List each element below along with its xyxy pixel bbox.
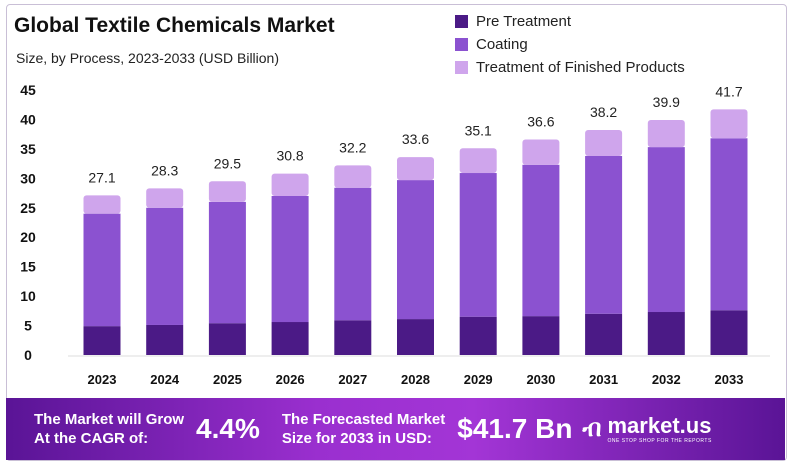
bar-segment-pre-treatment	[459, 316, 497, 355]
bar-segment-pre-treatment	[647, 312, 685, 355]
bar-segment-treatment-of-finished-products	[459, 148, 497, 174]
bar-segment-treatment-of-finished-products	[208, 181, 246, 202]
x-tick-label: 2029	[464, 372, 493, 387]
legend-item-finished: Treatment of Finished Products	[455, 56, 685, 79]
bar-segment-treatment-of-finished-products	[83, 195, 121, 214]
brand-logo: ብ market.us ONE STOP SHOP FOR THE REPORT…	[582, 413, 712, 445]
bar-segment-coating	[647, 147, 685, 313]
total-label: 27.1	[88, 169, 115, 185]
bar-segment-treatment-of-finished-products	[146, 188, 184, 208]
bar-segment-pre-treatment	[397, 319, 434, 355]
total-label: 29.5	[214, 155, 241, 171]
bar-segment-pre-treatment	[585, 313, 623, 355]
bar-segment-pre-treatment	[271, 322, 309, 355]
bar-segment-coating	[710, 138, 748, 311]
legend-swatch	[455, 61, 468, 74]
bar-segment-pre-treatment	[522, 316, 560, 355]
total-label: 35.1	[465, 122, 492, 138]
bar-segment-treatment-of-finished-products	[271, 173, 309, 196]
bar-segment-treatment-of-finished-products	[397, 157, 434, 181]
y-tick-label: 35	[20, 141, 36, 157]
chart-frame	[6, 4, 787, 461]
y-tick-label: 0	[24, 347, 32, 363]
bar-segment-coating	[83, 213, 121, 327]
y-tick-label: 15	[20, 259, 36, 275]
total-label: 32.2	[339, 139, 366, 155]
market-size-value: $41.7 Bn	[457, 413, 573, 444]
total-label: 36.6	[527, 113, 554, 129]
bar-segment-treatment-of-finished-products	[522, 139, 560, 165]
x-tick-label: 2025	[213, 372, 242, 387]
bar-segment-coating	[459, 173, 497, 317]
total-label: 38.2	[590, 104, 617, 120]
bar-segment-treatment-of-finished-products	[585, 130, 623, 156]
x-tick-label: 2030	[526, 372, 555, 387]
brand-name: market.us	[607, 413, 712, 438]
y-tick-label: 40	[20, 111, 36, 127]
footer-banner: The Market will Grow At the CAGR of: 4.4%…	[6, 398, 785, 460]
bar-segment-pre-treatment	[83, 326, 121, 355]
legend-item-coating: Coating	[455, 33, 685, 56]
x-tick-label: 2028	[401, 372, 430, 387]
y-tick-label: 30	[20, 170, 36, 186]
legend-label: Pre Treatment	[476, 13, 572, 30]
y-tick-label: 45	[20, 82, 36, 98]
bar-segment-coating	[146, 207, 184, 325]
legend-swatch	[455, 38, 468, 51]
x-tick-label: 2023	[88, 372, 117, 387]
total-label: 28.3	[151, 162, 178, 178]
x-tick-label: 2027	[338, 372, 367, 387]
bar-segment-treatment-of-finished-products	[334, 165, 372, 188]
bar-segment-pre-treatment	[334, 320, 372, 355]
legend-item-pre-treatment: Pre Treatment	[455, 10, 685, 33]
x-tick-label: 2033	[715, 372, 744, 387]
legend: Pre Treatment Coating Treatment of Finis…	[455, 10, 685, 79]
y-tick-label: 10	[20, 288, 36, 304]
cagr-value: 4.4%	[196, 413, 260, 444]
bar-segment-treatment-of-finished-products	[647, 120, 685, 148]
market-size-label: The Forecasted Market Size for 2033 in US…	[281, 411, 446, 447]
bar-segment-coating	[334, 187, 372, 321]
bar-segment-pre-treatment	[710, 310, 748, 355]
x-tick-label: 2026	[276, 372, 305, 387]
bar-segment-coating	[522, 164, 560, 317]
chart-title: Global Textile Chemicals Market	[14, 14, 335, 37]
bar-segment-coating	[271, 196, 309, 323]
y-tick-label: 5	[24, 318, 32, 334]
brand-logo-icon: ብ	[582, 415, 602, 442]
y-tick-label: 25	[20, 200, 36, 216]
bar-segment-coating	[397, 180, 434, 320]
cagr-label: The Market will Grow At the CAGR of:	[34, 411, 185, 447]
total-label: 39.9	[653, 94, 680, 110]
total-label: 33.6	[402, 131, 429, 147]
total-label: 41.7	[715, 83, 742, 99]
bar-segment-coating	[208, 201, 246, 324]
chart-subtitle: Size, by Process, 2023-2033 (USD Billion…	[16, 50, 280, 66]
stacked-bar-chart: 05101520253035404527.1202328.3202429.520…	[20, 82, 770, 387]
x-tick-label: 2024	[150, 372, 180, 387]
y-tick-label: 20	[20, 229, 36, 245]
bar-segment-coating	[585, 155, 623, 314]
legend-label: Coating	[476, 36, 528, 53]
legend-label: Treatment of Finished Products	[476, 59, 685, 76]
x-tick-label: 2031	[589, 372, 618, 387]
legend-swatch	[455, 15, 468, 28]
brand-tagline: ONE STOP SHOP FOR THE REPORTS	[607, 438, 712, 444]
bar-segment-pre-treatment	[146, 324, 184, 355]
x-tick-label: 2032	[652, 372, 681, 387]
bar-segment-treatment-of-finished-products	[710, 109, 748, 139]
bar-segment-pre-treatment	[208, 323, 246, 355]
total-label: 30.8	[276, 148, 303, 164]
